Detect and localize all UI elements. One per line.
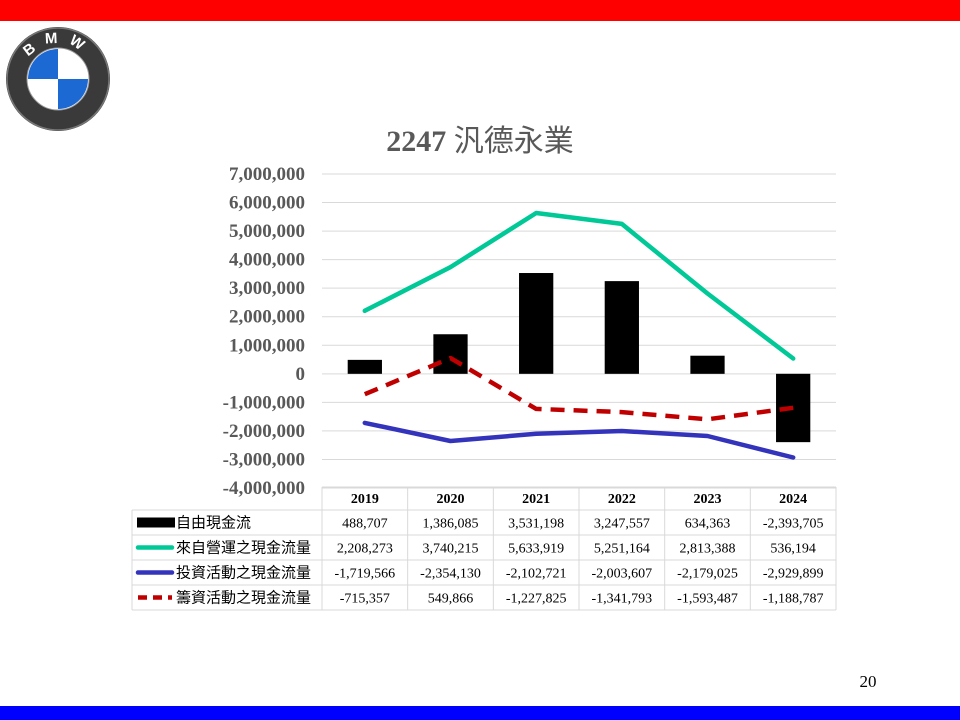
y-tick-label: 7,000,000 — [229, 164, 305, 185]
y-tick-label: 3,000,000 — [229, 278, 305, 299]
x-category-label: 2024 — [779, 492, 807, 507]
table-cell: 488,707 — [342, 517, 388, 532]
legend-label: 自由現金流 — [176, 515, 251, 532]
page-number: 20 — [859, 672, 877, 691]
x-category-label: 2022 — [608, 492, 636, 507]
series-line — [363, 355, 794, 422]
legend-label: 來自營運之現金流量 — [176, 540, 311, 557]
x-category-label: 2020 — [437, 492, 465, 507]
table-cell: -2,393,705 — [763, 517, 824, 532]
table-cell: -2,179,025 — [677, 567, 738, 582]
table-cell: -2,003,607 — [591, 567, 652, 582]
y-tick-label: 2,000,000 — [229, 307, 305, 328]
chart-title: 2247 汎德永業 — [322, 116, 638, 160]
table-cell: -1,227,825 — [506, 592, 567, 607]
legend-key — [137, 517, 175, 528]
table-cell: 3,740,215 — [423, 542, 479, 557]
y-tick-label: -4,000,000 — [223, 478, 305, 499]
x-category-label: 2019 — [351, 492, 379, 507]
table-cell: -2,354,130 — [420, 567, 481, 582]
legend-label: 投資活動之現金流量 — [176, 565, 311, 582]
y-tick-label: 1,000,000 — [229, 335, 305, 356]
y-tick-label: -3,000,000 — [223, 449, 305, 470]
chart-title-name: 汎德永業 — [453, 125, 574, 158]
table-cell: 2,813,388 — [680, 542, 736, 557]
bar — [347, 359, 382, 374]
y-tick-label: 0 — [296, 364, 306, 385]
table-cell: 536,194 — [770, 542, 816, 557]
table-cell: -1,188,787 — [763, 592, 824, 607]
top-red-bar — [0, 0, 960, 21]
table-cell: 634,363 — [685, 517, 731, 532]
bottom-blue-bar — [0, 706, 960, 720]
x-category-label: 2021 — [522, 492, 550, 507]
series-line — [362, 210, 796, 361]
y-tick-label: -2,000,000 — [223, 421, 305, 442]
table-cell: 1,386,085 — [423, 517, 479, 532]
table-cell: 5,633,919 — [508, 542, 564, 557]
table-cell: -2,929,899 — [763, 567, 824, 582]
chart-title-code: 2247 — [386, 125, 447, 158]
table-cell: -1,593,487 — [677, 592, 738, 607]
legend-label: 籌資活動之現金流量 — [176, 590, 311, 607]
bar — [433, 334, 468, 374]
table-cell: -2,102,721 — [506, 567, 567, 582]
bar — [519, 273, 554, 374]
table-cell: 549,866 — [428, 592, 474, 607]
bar — [604, 281, 639, 374]
table-cell: 3,531,198 — [508, 517, 564, 532]
table-cell: 3,247,557 — [594, 517, 650, 532]
y-tick-label: 5,000,000 — [229, 221, 305, 242]
table-cell: -1,719,566 — [334, 567, 395, 582]
table-cell: 5,251,164 — [594, 542, 650, 557]
y-tick-label: -1,000,000 — [223, 392, 305, 413]
table-cell: -1,341,793 — [591, 592, 652, 607]
y-tick-label: 4,000,000 — [229, 250, 305, 271]
y-tick-label: 6,000,000 — [229, 193, 305, 214]
table-cell: 2,208,273 — [337, 542, 393, 557]
table-cell: -715,357 — [340, 592, 390, 607]
series-line — [362, 420, 796, 460]
x-category-label: 2023 — [694, 492, 722, 507]
bmw-logo: BMW — [6, 27, 110, 131]
bar — [690, 355, 725, 374]
